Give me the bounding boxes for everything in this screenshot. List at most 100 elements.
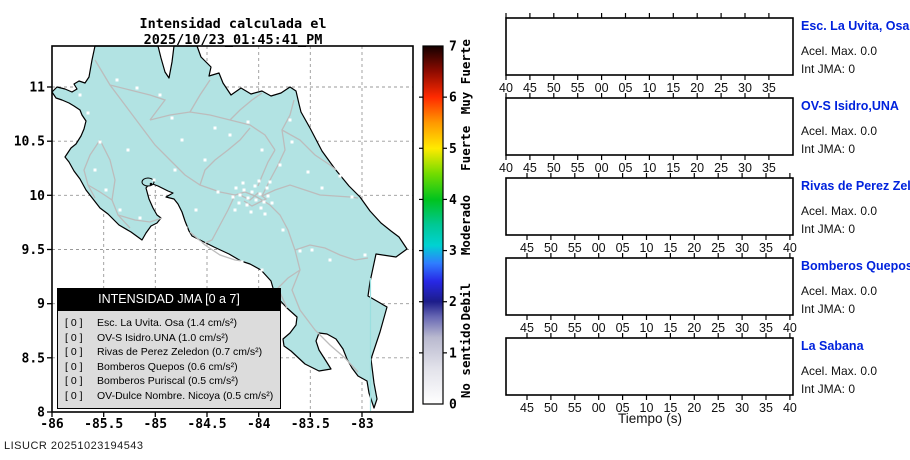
time-tick-label: 30 — [735, 401, 749, 415]
station-dot — [260, 148, 264, 152]
station-dot — [241, 181, 245, 185]
legend-station-row: [ 0 ] Rivas de Perez Zeledon (0.7 cm/s²) — [65, 345, 274, 360]
road-line — [189, 231, 243, 262]
lon-tick-label: -85 — [144, 417, 167, 432]
station-dot — [290, 140, 294, 144]
station-dot — [350, 195, 354, 199]
time-tick-label: 05 — [619, 161, 633, 175]
time-tick-label: 00 — [592, 241, 606, 255]
legend-station-label: Bomberos Quepos (0.6 cm/s²) — [97, 360, 238, 373]
road-line — [99, 139, 131, 229]
acceleration-max-label: Acel. Max. 0.0 — [801, 124, 878, 138]
station-dot — [249, 210, 253, 214]
legend-station-label: Bomberos Puriscal (0.5 cm/s²) — [97, 375, 239, 388]
time-tick-label: 00 — [595, 161, 609, 175]
time-tick-label: 45 — [523, 81, 537, 95]
legend-intensity-value: [ 0 ] — [65, 346, 83, 359]
time-tick-label: 55 — [568, 241, 582, 255]
intensity-jma-label: Int JMA: 0 — [801, 222, 856, 236]
time-tick-label: 35 — [759, 321, 773, 335]
time-tick-label: 15 — [663, 321, 677, 335]
road-line — [94, 59, 236, 196]
road-line — [261, 184, 359, 199]
time-tick-label: 05 — [616, 241, 630, 255]
legend-intensity-value: [ 0 ] — [65, 317, 83, 329]
station-name-label: Rivas de Perez Zeledon — [801, 179, 910, 193]
legend-station-row: [ 0 ] Bomberos Quepos (0.6 cm/s²) — [65, 360, 274, 375]
jma-intensity-legend: INTENSIDAD JMA [0 a 7] [ 0 ] Esc. La Uvit… — [57, 288, 281, 409]
acceleration-max-label: Acel. Max. 0.0 — [801, 44, 878, 58]
station-dot — [126, 148, 130, 152]
time-tick-label: 10 — [640, 241, 654, 255]
time-tick-label: 10 — [642, 81, 656, 95]
lat-tick-label: 10 — [29, 189, 45, 204]
lon-tick-label: -83 — [350, 417, 373, 432]
time-tick-label: 25 — [714, 161, 728, 175]
time-axis-label: Tiempo (s) — [617, 411, 682, 426]
station-dot — [298, 249, 302, 253]
colorbar-category-label: No sentido — [458, 323, 473, 398]
station-dot — [363, 253, 367, 257]
station-dot — [258, 192, 262, 196]
station-dot — [152, 178, 156, 182]
lon-tick-label: -83.5 — [291, 417, 330, 432]
station-dot — [198, 241, 202, 245]
station-dot — [259, 206, 263, 210]
time-tick-label: 10 — [640, 321, 654, 335]
time-tick-label: 15 — [663, 401, 677, 415]
station-dot — [73, 133, 77, 137]
time-tick-label: 20 — [690, 81, 704, 95]
time-tick-label: 25 — [711, 321, 725, 335]
colorbar-tick-label: 0 — [449, 398, 457, 413]
station-dot — [203, 158, 207, 162]
time-tick-label: 55 — [571, 161, 585, 175]
time-tick-label: 15 — [666, 161, 680, 175]
station-dot — [158, 93, 162, 97]
station-dot — [213, 126, 217, 130]
legend-station-row: [ 0 ] Esc. La Uvita. Osa (1.4 cm/s²) — [65, 316, 274, 331]
seismogram-panel: 40 45 50 55 00 05 10 15 20 25 30 35 — [499, 93, 794, 175]
station-dot — [138, 216, 142, 220]
station-dot — [180, 138, 184, 142]
colorbar-tick-label: 6 — [449, 91, 457, 106]
legend-station-row: [ 0 ] Bomberos Puriscal (0.5 cm/s²) — [65, 374, 274, 389]
station-dot — [238, 193, 242, 197]
time-tick-label: 40 — [783, 321, 797, 335]
seismogram-panel: 45 50 55 00 05 10 15 20 25 30 35 40 — [505, 173, 797, 255]
road-line — [149, 111, 276, 151]
time-tick-label: 50 — [547, 161, 561, 175]
station-dot — [320, 186, 324, 190]
legend-body: [ 0 ] Esc. La Uvita. Osa (1.4 cm/s²)[ 0 ]… — [57, 311, 281, 409]
figure-title: Intensidad calculada el 2025/10/23_01:45… — [139, 16, 327, 48]
road-line — [204, 194, 236, 244]
time-tick-label: 50 — [544, 401, 558, 415]
station-dot — [231, 195, 235, 199]
station-name-label: La Sabana — [801, 339, 864, 353]
intensity-jma-label: Int JMA: 0 — [801, 302, 856, 316]
station-dot — [268, 180, 272, 184]
seismogram-panel: 40 45 50 55 00 05 10 15 20 25 30 35 — [499, 13, 794, 95]
time-tick-label: 25 — [711, 241, 725, 255]
station-dot — [118, 208, 122, 212]
station-name-label: Bomberos Quepos — [801, 259, 910, 273]
legend-intensity-value: [ 0 ] — [65, 375, 83, 388]
station-dot — [257, 179, 261, 183]
colorbar-tick-label: 3 — [449, 244, 457, 259]
colorbar-tick-label: 5 — [449, 142, 457, 157]
costa-rica-map: -86 -85.5 -85 -84.5 -84 -83.5 -83 11 10.5 10 9.5 9 8… — [14, 45, 414, 432]
intensity-jma-label: Int JMA: 0 — [801, 142, 856, 156]
station-dot — [270, 201, 274, 205]
country-outline — [51, 45, 408, 409]
station-dot — [166, 203, 170, 207]
road-line — [229, 92, 263, 121]
station-dot — [262, 200, 266, 204]
time-tick-label: 05 — [619, 81, 633, 95]
time-tick-label: 00 — [595, 81, 609, 95]
colorbar-tick-label: 7 — [449, 39, 457, 54]
intensity-jma-label: Int JMA: 0 — [801, 62, 856, 76]
time-tick-label: 10 — [642, 161, 656, 175]
time-tick-label: 50 — [544, 241, 558, 255]
station-dot — [265, 186, 269, 190]
